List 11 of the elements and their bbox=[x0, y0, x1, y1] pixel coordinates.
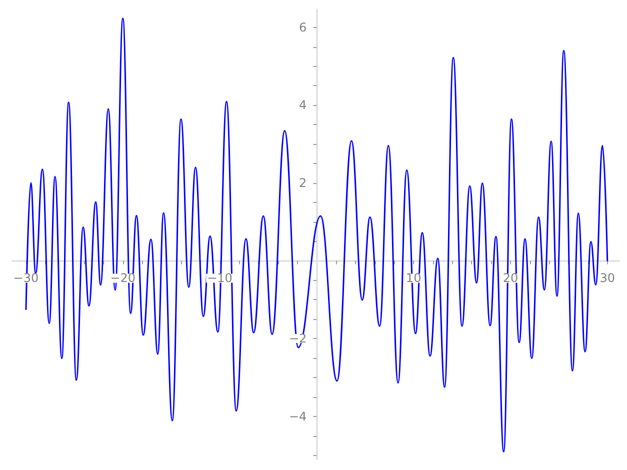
y-tick-label: −4 bbox=[288, 409, 307, 424]
x-tick-label: 30 bbox=[600, 271, 616, 286]
x-tick-label: 10 bbox=[406, 271, 422, 286]
x-tick-label: −10 bbox=[207, 271, 232, 286]
x-tick-label: 20 bbox=[502, 271, 518, 286]
x-tick-label: −20 bbox=[110, 271, 136, 286]
x-tick-label: −30 bbox=[13, 271, 39, 286]
y-tick-label: 2 bbox=[299, 176, 307, 190]
y-tick-label: 4 bbox=[299, 98, 307, 112]
y-tick-label: 6 bbox=[299, 20, 307, 34]
y-tick-label: −2 bbox=[288, 332, 307, 346]
